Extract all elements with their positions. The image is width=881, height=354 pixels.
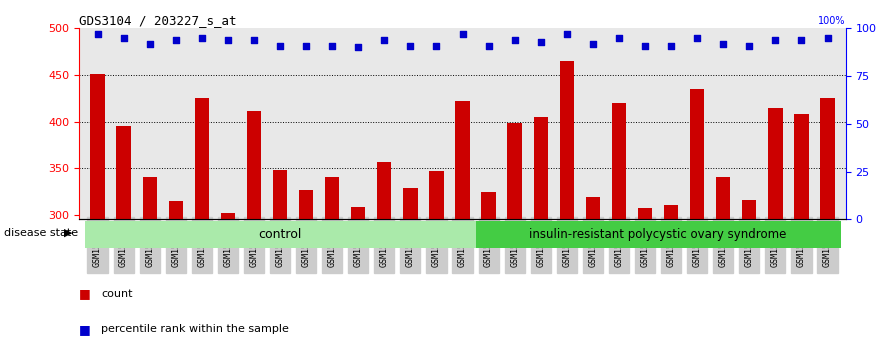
Bar: [768, 108, 782, 354]
Bar: [403, 188, 418, 354]
Point: [221, 37, 235, 42]
Point: [638, 43, 652, 48]
Point: [768, 37, 782, 42]
Point: [507, 37, 522, 42]
Point: [116, 35, 130, 41]
Point: [690, 35, 704, 41]
Point: [352, 45, 366, 50]
Bar: [476, 221, 840, 248]
Text: count: count: [101, 289, 133, 299]
Bar: [168, 201, 183, 354]
Point: [377, 37, 391, 42]
Point: [195, 35, 209, 41]
Point: [664, 43, 678, 48]
Point: [403, 43, 418, 48]
Text: control: control: [258, 228, 301, 241]
Point: [743, 43, 757, 48]
Bar: [586, 197, 600, 354]
Point: [716, 41, 730, 46]
Bar: [690, 89, 704, 354]
Point: [168, 37, 182, 42]
Bar: [820, 98, 834, 354]
Point: [559, 31, 574, 37]
Text: ■: ■: [79, 287, 91, 300]
Bar: [455, 101, 470, 354]
Bar: [91, 74, 105, 354]
Bar: [534, 117, 548, 354]
Bar: [742, 200, 757, 354]
Point: [534, 39, 548, 45]
Bar: [481, 192, 496, 354]
Text: 100%: 100%: [818, 16, 846, 27]
Point: [91, 31, 105, 37]
Bar: [116, 126, 130, 354]
Point: [143, 41, 157, 46]
Bar: [351, 207, 366, 354]
Bar: [795, 114, 809, 354]
Bar: [559, 61, 574, 354]
Point: [795, 37, 809, 42]
Bar: [143, 177, 157, 354]
Point: [820, 35, 834, 41]
Text: percentile rank within the sample: percentile rank within the sample: [101, 324, 289, 334]
Point: [429, 43, 443, 48]
Point: [455, 31, 470, 37]
Text: GDS3104 / 203227_s_at: GDS3104 / 203227_s_at: [79, 14, 237, 27]
Text: ■: ■: [79, 323, 91, 336]
Bar: [325, 177, 339, 354]
Point: [299, 43, 313, 48]
Bar: [611, 103, 626, 354]
Bar: [377, 162, 391, 354]
Bar: [195, 98, 209, 354]
Point: [586, 41, 600, 46]
Bar: [299, 190, 314, 354]
Bar: [429, 171, 444, 354]
Text: ▶: ▶: [63, 228, 72, 238]
Bar: [507, 124, 522, 354]
Point: [247, 37, 261, 42]
Bar: [716, 177, 730, 354]
Bar: [85, 221, 476, 248]
Bar: [664, 205, 678, 354]
Point: [482, 43, 496, 48]
Bar: [273, 170, 287, 354]
Text: disease state: disease state: [4, 228, 78, 238]
Point: [612, 35, 626, 41]
Point: [273, 43, 287, 48]
Text: insulin-resistant polycystic ovary syndrome: insulin-resistant polycystic ovary syndr…: [529, 228, 787, 241]
Bar: [638, 208, 652, 354]
Point: [325, 43, 339, 48]
Bar: [221, 213, 235, 354]
Bar: [247, 111, 261, 354]
